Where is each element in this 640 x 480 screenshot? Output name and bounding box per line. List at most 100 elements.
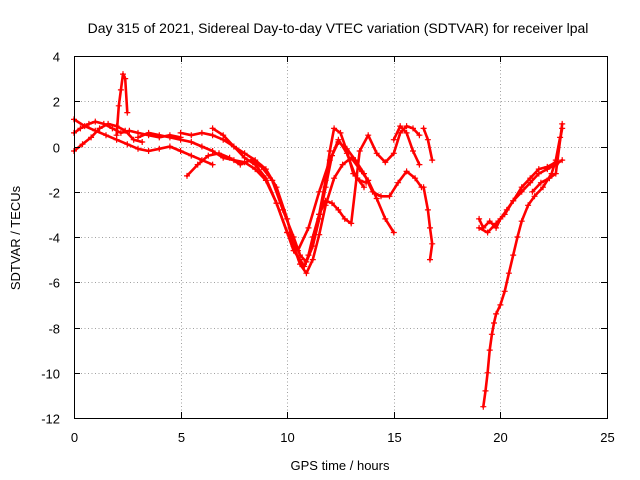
data-point	[145, 148, 152, 154]
data-point	[403, 168, 410, 175]
x-tick-label: 0	[71, 430, 78, 445]
data-point	[427, 256, 433, 263]
data-point	[361, 170, 367, 177]
data-point	[535, 166, 542, 173]
data-point	[331, 125, 338, 132]
data-point	[397, 123, 404, 130]
data-point	[258, 163, 265, 170]
data-point	[518, 218, 525, 225]
y-tick-label: -10	[41, 367, 60, 382]
data-point	[531, 193, 538, 200]
y-tick-label: 0	[53, 141, 60, 156]
x-axis-label: GPS time / hours	[291, 458, 390, 473]
data-point	[92, 118, 99, 125]
data-point	[335, 139, 342, 145]
data-point	[156, 132, 163, 139]
data-point	[329, 200, 335, 207]
data-point	[135, 145, 141, 152]
data-point	[420, 184, 427, 191]
chart-title: Day 315 of 2021, Sidereal Day-to-day VTE…	[88, 20, 589, 36]
data-point	[115, 102, 122, 109]
data-point	[420, 125, 427, 132]
data-point	[209, 161, 216, 168]
data-point	[482, 387, 489, 394]
data-point	[322, 184, 329, 191]
data-point	[252, 161, 259, 168]
data-point	[122, 127, 129, 134]
data-point	[303, 258, 310, 265]
data-point	[518, 184, 525, 191]
data-point	[341, 215, 348, 222]
data-point	[230, 143, 237, 150]
data-point	[237, 161, 244, 168]
data-point	[166, 143, 173, 150]
data-point	[510, 252, 517, 259]
series-arc-4	[113, 71, 131, 139]
data-point	[81, 123, 88, 130]
data-point	[552, 170, 559, 177]
series-track	[477, 158, 564, 230]
y-tick-label: -2	[48, 186, 60, 201]
data-point	[79, 141, 86, 148]
data-point	[559, 120, 566, 127]
data-point	[361, 184, 367, 191]
data-point	[166, 134, 173, 141]
data-point	[124, 109, 131, 116]
data-point	[241, 154, 248, 161]
data-point	[373, 195, 380, 202]
data-point	[382, 215, 389, 222]
data-point	[177, 129, 184, 136]
data-point	[429, 240, 436, 247]
data-point	[294, 247, 301, 254]
series-track	[136, 127, 368, 268]
data-point	[416, 161, 423, 168]
data-point	[297, 252, 303, 259]
data-point	[429, 157, 436, 164]
data-point	[493, 310, 500, 317]
data-point	[88, 134, 95, 141]
data-point	[305, 224, 312, 231]
data-point	[369, 188, 376, 195]
series-arc-12	[420, 184, 436, 263]
data-point	[316, 188, 323, 195]
data-point	[546, 175, 553, 182]
data-point	[395, 179, 402, 186]
data-point	[343, 145, 350, 152]
data-point	[427, 224, 433, 231]
data-point	[486, 347, 493, 354]
data-point	[226, 154, 233, 161]
series-arc-14	[476, 157, 566, 231]
data-point	[290, 234, 297, 240]
data-point	[113, 132, 120, 139]
data-point	[216, 150, 222, 157]
x-tick-label: 20	[493, 430, 507, 445]
data-point	[424, 136, 431, 143]
data-point	[273, 200, 280, 207]
data-point	[510, 197, 517, 204]
data-point	[262, 175, 269, 182]
data-point	[120, 71, 126, 78]
data-point	[316, 211, 323, 218]
x-tick-label: 5	[178, 430, 185, 445]
data-point	[103, 132, 109, 139]
data-point	[410, 148, 416, 154]
data-point	[194, 161, 201, 168]
data-point	[527, 175, 534, 182]
data-point	[390, 136, 397, 143]
data-point	[284, 229, 291, 236]
series-arc-10	[390, 123, 423, 168]
data-point	[122, 75, 129, 82]
data-point	[480, 403, 487, 410]
y-tick-label: 2	[53, 95, 60, 110]
data-point	[279, 206, 286, 213]
data-point	[117, 129, 124, 136]
data-point	[514, 234, 521, 240]
data-point	[497, 301, 504, 308]
x-tick-label: 25	[600, 430, 614, 445]
x-tick-label: 10	[280, 430, 294, 445]
series-track	[422, 185, 434, 261]
data-point	[410, 125, 416, 132]
data-point	[145, 129, 152, 136]
